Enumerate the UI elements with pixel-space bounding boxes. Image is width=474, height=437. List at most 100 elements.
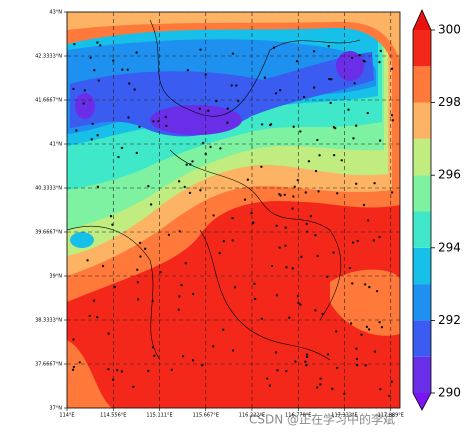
station-dot <box>309 215 313 218</box>
station-dot <box>378 320 381 324</box>
x-tick-label: 114.556°E <box>100 413 126 419</box>
station-dot <box>329 101 332 105</box>
station-dot <box>191 292 195 296</box>
colorbar-extend <box>413 10 431 30</box>
station-dot <box>305 363 308 367</box>
station-dot <box>237 99 240 103</box>
station-dot <box>181 355 185 358</box>
contour-region <box>67 340 112 408</box>
station-dot <box>218 251 221 255</box>
x-tick-label: 116.222°E <box>239 413 265 419</box>
station-dot <box>330 78 333 81</box>
contour-region <box>150 105 242 135</box>
station-dot <box>139 255 142 258</box>
station-dot <box>299 303 302 306</box>
station-dot <box>340 159 343 162</box>
colorbar-band <box>413 66 431 103</box>
station-dot <box>292 125 295 128</box>
station-dot <box>243 198 247 201</box>
colorbar-band <box>413 30 431 67</box>
station-dot <box>231 349 235 352</box>
boundary-line <box>67 225 161 361</box>
contour-region <box>70 232 94 248</box>
station-dot <box>260 123 264 126</box>
station-dot <box>316 138 319 142</box>
station-dot <box>295 59 299 63</box>
station-dot <box>178 295 181 298</box>
colorbar-band <box>413 284 431 321</box>
station-dot <box>165 124 168 128</box>
station-dot <box>292 195 295 198</box>
station-dot <box>366 219 370 222</box>
station-dot <box>354 182 358 185</box>
station-dot <box>335 366 339 370</box>
station-dot <box>153 354 156 358</box>
station-dot <box>352 137 355 140</box>
station-dot <box>285 266 288 269</box>
station-dot <box>207 109 210 112</box>
station-dot <box>379 49 383 53</box>
colorbar-band <box>413 138 431 176</box>
station-dot <box>283 193 286 196</box>
station-dot <box>97 79 100 82</box>
station-dot <box>260 165 263 169</box>
station-dot <box>368 285 371 289</box>
station-dot <box>275 294 279 297</box>
station-dot <box>75 129 78 132</box>
station-dot <box>199 189 202 192</box>
station-dot <box>226 107 229 110</box>
station-dot <box>318 154 321 157</box>
station-dot <box>274 92 278 95</box>
station-dot <box>312 86 316 89</box>
station-dot <box>164 115 168 119</box>
contour-region <box>67 12 400 60</box>
station-dot <box>127 116 130 119</box>
station-dot <box>354 124 358 127</box>
station-dot <box>209 145 212 149</box>
x-tick-label: 116.778°E <box>285 413 311 419</box>
station-dot <box>219 147 222 150</box>
station-dot <box>351 241 355 244</box>
station-dot <box>231 216 234 220</box>
station-dot <box>353 82 356 85</box>
station-dot <box>78 361 81 364</box>
station-dot <box>388 394 391 398</box>
station-dot <box>180 283 183 287</box>
station-dot <box>314 234 317 237</box>
station-dot <box>275 224 278 227</box>
station-dot <box>135 151 138 155</box>
station-dot <box>307 160 311 163</box>
x-tick-label: 115.111°E <box>146 413 172 419</box>
station-dot <box>230 84 233 87</box>
station-dot <box>296 178 300 182</box>
station-dot <box>109 214 113 218</box>
station-dot <box>138 125 141 128</box>
station-dot <box>350 56 354 60</box>
station-dot <box>212 345 215 348</box>
station-dot <box>356 239 359 243</box>
station-dot <box>200 364 204 367</box>
station-dot <box>276 369 279 372</box>
station-dot <box>268 384 272 387</box>
map-field <box>67 12 400 408</box>
station-dot <box>360 333 363 336</box>
station-dot <box>101 264 105 268</box>
y-tick-label: 43°N <box>49 10 62 16</box>
station-dot <box>120 146 124 150</box>
station-dot <box>91 122 94 126</box>
station-dot <box>96 134 99 137</box>
station-dot <box>278 88 282 92</box>
station-dot <box>355 357 359 361</box>
station-dot <box>177 308 180 311</box>
station-dot <box>253 297 257 301</box>
station-dot <box>349 322 353 325</box>
station-dot <box>332 153 336 157</box>
station-dot <box>152 120 155 123</box>
station-dot <box>263 76 267 79</box>
colorbar-band <box>413 320 431 357</box>
station-dot <box>366 111 369 115</box>
station-dot <box>334 330 338 333</box>
station-dot <box>88 314 92 318</box>
station-dot <box>120 370 124 373</box>
station-dot <box>291 207 294 210</box>
